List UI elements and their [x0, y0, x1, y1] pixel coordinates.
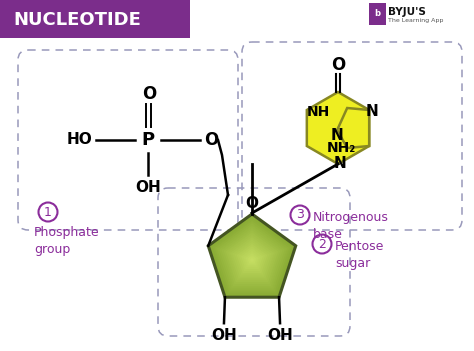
Text: 1: 1	[44, 205, 52, 219]
Text: The Learning App: The Learning App	[388, 18, 443, 23]
Text: NH: NH	[307, 105, 330, 119]
Circle shape	[291, 205, 310, 225]
Text: 2: 2	[318, 238, 326, 251]
Polygon shape	[247, 256, 256, 264]
Text: O: O	[331, 56, 345, 74]
FancyBboxPatch shape	[0, 0, 190, 38]
Text: NUCLEOTIDE: NUCLEOTIDE	[13, 11, 141, 29]
Polygon shape	[215, 221, 289, 292]
Polygon shape	[235, 241, 270, 275]
Polygon shape	[239, 246, 265, 271]
Polygon shape	[224, 230, 281, 284]
Polygon shape	[307, 92, 369, 164]
Text: NH₂: NH₂	[327, 141, 356, 155]
Text: N: N	[334, 157, 346, 172]
Polygon shape	[208, 214, 296, 297]
Polygon shape	[217, 223, 287, 290]
Text: O: O	[246, 196, 258, 211]
Polygon shape	[337, 108, 369, 148]
Polygon shape	[210, 216, 293, 295]
Text: OH: OH	[267, 328, 293, 343]
Circle shape	[38, 203, 57, 221]
Polygon shape	[241, 249, 263, 269]
Text: BYJU'S: BYJU'S	[388, 7, 426, 17]
Text: HO: HO	[67, 132, 93, 147]
Text: OH: OH	[211, 328, 237, 343]
Polygon shape	[219, 225, 285, 288]
Polygon shape	[243, 251, 261, 267]
Polygon shape	[230, 237, 274, 279]
Text: O: O	[142, 85, 156, 103]
Text: P: P	[141, 131, 155, 149]
Polygon shape	[232, 239, 272, 277]
Text: 3: 3	[296, 208, 304, 221]
Text: Pentose
sugar: Pentose sugar	[335, 240, 384, 270]
Polygon shape	[250, 258, 254, 262]
Text: Nitrogenous
base: Nitrogenous base	[313, 211, 389, 241]
Text: Phosphate
group: Phosphate group	[34, 226, 100, 256]
Text: N: N	[331, 128, 344, 144]
Polygon shape	[237, 244, 267, 273]
Text: OH: OH	[135, 179, 161, 194]
FancyBboxPatch shape	[369, 3, 386, 25]
Polygon shape	[213, 219, 292, 293]
Polygon shape	[246, 253, 258, 266]
Text: b: b	[374, 9, 381, 19]
Circle shape	[312, 234, 331, 253]
Text: N: N	[366, 105, 379, 119]
Polygon shape	[226, 232, 278, 282]
Polygon shape	[221, 228, 283, 286]
Polygon shape	[228, 235, 276, 280]
Text: O: O	[204, 131, 218, 149]
